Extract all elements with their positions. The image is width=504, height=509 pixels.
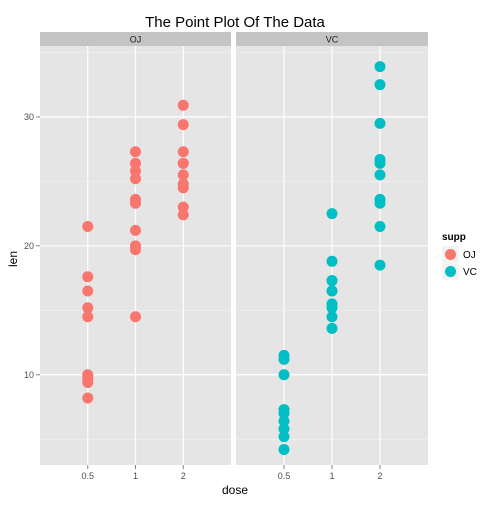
data-point	[326, 255, 338, 267]
data-point	[82, 271, 94, 283]
y-axis-label: len	[6, 251, 20, 267]
data-point	[374, 117, 386, 129]
data-point	[374, 79, 386, 91]
data-point	[82, 285, 94, 297]
data-point	[130, 157, 141, 169]
facet-strip	[236, 32, 428, 46]
data-point	[177, 119, 189, 131]
data-point	[130, 146, 141, 158]
legend-swatch	[445, 266, 456, 277]
x-tick-label: 0.5	[278, 471, 291, 481]
facet-strip-label: VC	[326, 35, 339, 45]
facet-strip-label: OJ	[130, 35, 142, 45]
facet-panel-oj: OJ 0.5 1 2	[40, 32, 231, 481]
data-point	[326, 322, 338, 334]
data-point	[278, 431, 290, 443]
data-point	[374, 61, 386, 73]
data-point	[177, 178, 189, 190]
data-point	[130, 311, 141, 323]
x-tick-label: 0.5	[81, 471, 94, 481]
data-point	[177, 209, 189, 221]
y-tick-label: 10	[24, 370, 34, 380]
data-point	[177, 157, 189, 169]
data-point	[278, 369, 290, 381]
data-point	[278, 444, 290, 456]
facet-strip	[40, 32, 231, 46]
data-point	[82, 373, 94, 385]
data-point	[177, 169, 189, 181]
x-tick-label: 1	[133, 471, 138, 481]
data-point	[374, 197, 386, 209]
legend-label: OJ	[463, 250, 476, 261]
x-tick-label: 1	[329, 471, 334, 481]
data-point	[374, 220, 386, 232]
data-point	[130, 224, 141, 236]
data-point	[326, 298, 338, 310]
facet-panel-vc: VC 0.5 1 2	[236, 32, 428, 481]
data-point	[82, 392, 94, 404]
data-point	[278, 415, 290, 427]
data-point	[278, 423, 290, 435]
data-point	[326, 275, 338, 287]
data-point	[177, 146, 189, 158]
data-point	[177, 201, 189, 213]
data-point	[130, 165, 141, 177]
data-point	[130, 173, 141, 185]
data-point	[374, 153, 386, 165]
y-tick-label: 20	[24, 241, 34, 251]
legend: supp OJ VC	[441, 232, 477, 281]
y-tick-label: 30	[24, 112, 34, 122]
legend-label: VC	[463, 267, 477, 278]
facet-panels: OJ 0.5 1 2 VC 0.5 1 2	[40, 32, 428, 481]
data-point	[374, 169, 386, 181]
data-point	[82, 220, 94, 232]
data-point	[130, 240, 141, 252]
data-point	[326, 285, 338, 297]
data-point	[130, 193, 141, 205]
data-point	[278, 353, 290, 365]
x-axis-label: dose	[222, 483, 248, 497]
data-point	[177, 99, 189, 111]
data-point	[326, 311, 338, 323]
x-tick-label: 2	[377, 471, 382, 481]
data-point	[82, 302, 94, 314]
data-point	[326, 208, 338, 220]
legend-swatch	[445, 249, 456, 260]
legend-title: supp	[442, 232, 466, 243]
legend-items: OJ VC	[441, 245, 477, 281]
y-axis-ticks: 10 20 30	[24, 112, 40, 380]
chart-title: The Point Plot Of The Data	[145, 14, 325, 31]
data-point	[278, 407, 290, 419]
x-tick-label: 2	[181, 471, 186, 481]
data-point	[82, 311, 94, 323]
data-point	[374, 259, 386, 271]
